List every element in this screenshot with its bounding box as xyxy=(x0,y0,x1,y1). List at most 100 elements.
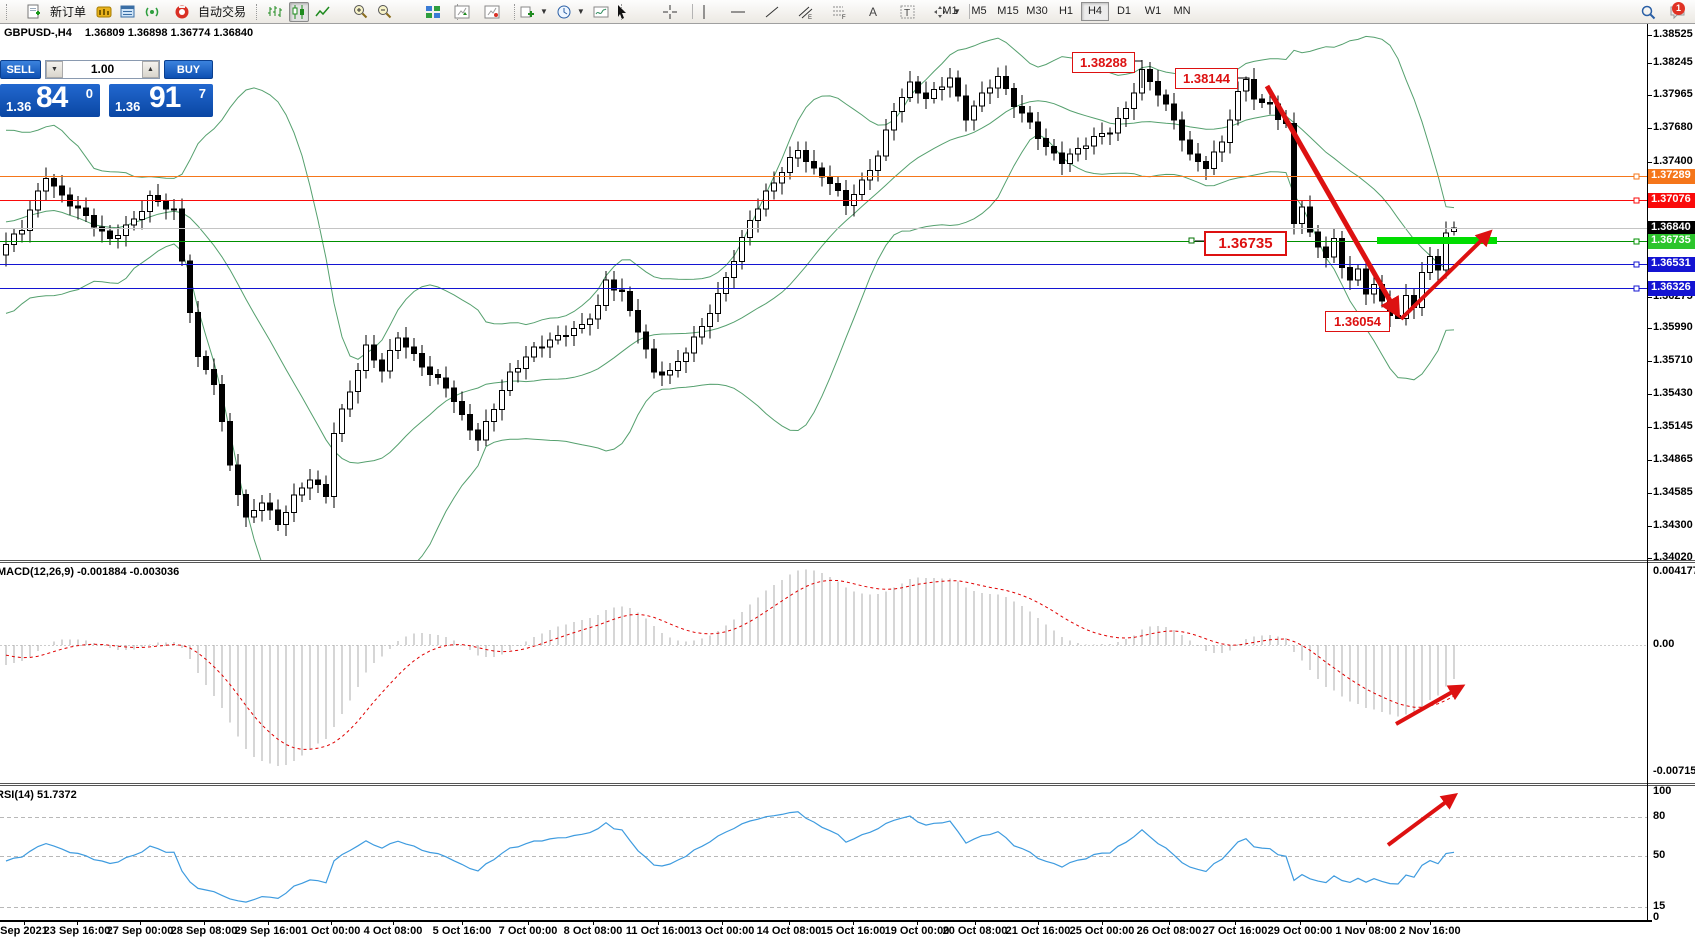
tf-button-m5[interactable]: M5 xyxy=(971,5,987,17)
candle-bull[interactable] xyxy=(555,335,561,341)
new-order-button[interactable]: 新订单 xyxy=(16,1,92,22)
candle-bear[interactable] xyxy=(1315,231,1321,248)
candle-bull[interactable] xyxy=(307,479,313,489)
candle-bull[interactable] xyxy=(387,349,393,372)
candle-bear[interactable] xyxy=(275,509,281,526)
annotation-price-label[interactable]: 1.36735 xyxy=(1204,231,1287,256)
candle-bear[interactable] xyxy=(1027,112,1033,123)
candle-bull[interactable] xyxy=(715,292,721,314)
candle-bull[interactable] xyxy=(531,346,537,358)
crosshair-icon[interactable] xyxy=(660,2,680,22)
candle-bear[interactable] xyxy=(219,383,225,422)
candle-bear[interactable] xyxy=(955,77,961,97)
candle-bear[interactable] xyxy=(1171,103,1177,121)
candle-bull[interactable] xyxy=(699,326,705,338)
candle-bull[interactable] xyxy=(867,170,873,181)
line-handle[interactable] xyxy=(1633,173,1640,180)
candle-bull[interactable] xyxy=(771,182,777,192)
charts-icon[interactable] xyxy=(94,2,114,22)
annotation-anchor-square[interactable] xyxy=(1188,237,1195,244)
candle-bear[interactable] xyxy=(267,502,273,511)
candle-bull[interactable] xyxy=(587,318,593,326)
volume-up-icon[interactable]: ▲ xyxy=(142,61,159,78)
bid-price-box[interactable]: 1.36 84 0 xyxy=(0,81,100,117)
candle-bull[interactable] xyxy=(171,208,177,211)
candle-bear[interactable] xyxy=(83,207,89,216)
volume-stepper[interactable]: ▼ 1.00 ▲ xyxy=(45,60,160,79)
candle-bull[interactable] xyxy=(779,172,785,184)
buy-button[interactable]: BUY xyxy=(164,60,213,79)
candle-bull[interactable] xyxy=(1243,78,1249,92)
line-handle[interactable] xyxy=(1633,238,1640,245)
candle-bull[interactable] xyxy=(1331,238,1337,258)
candle-bull[interactable] xyxy=(27,209,33,232)
candle-bear[interactable] xyxy=(1267,102,1273,105)
candle-bear[interactable] xyxy=(1195,153,1201,163)
candle-bear[interactable] xyxy=(1035,121,1041,139)
candle-bear[interactable] xyxy=(411,346,417,355)
channel-tool-icon[interactable]: E xyxy=(796,2,816,22)
candle-bear[interactable] xyxy=(1347,266,1353,281)
candle-bull[interactable] xyxy=(859,179,865,195)
candle-bear[interactable] xyxy=(475,429,481,441)
horizontal-lines-layer[interactable] xyxy=(0,173,1647,292)
candle-bear[interactable] xyxy=(211,369,217,385)
line-chart-icon[interactable] xyxy=(313,2,333,22)
candle-bull[interactable] xyxy=(595,304,601,320)
candle-bull[interactable] xyxy=(363,344,369,371)
candle-bear[interactable] xyxy=(1203,161,1209,170)
candle-bull[interactable] xyxy=(1419,272,1425,308)
annotation-price-label[interactable]: 1.38144 xyxy=(1175,68,1238,89)
candle-bull[interactable] xyxy=(1099,132,1105,137)
candle-bear[interactable] xyxy=(235,464,241,496)
cursor-icon[interactable] xyxy=(612,2,632,22)
candle-bear[interactable] xyxy=(923,92,929,99)
tf-button-m30[interactable]: M30 xyxy=(1026,5,1048,17)
candle-bull[interactable] xyxy=(731,261,737,279)
candle-bear[interactable] xyxy=(1179,119,1185,141)
candle-bull[interactable] xyxy=(787,157,793,173)
zoom-in-icon[interactable] xyxy=(351,2,371,22)
candle-bear[interactable] xyxy=(75,205,81,209)
candle-bear[interactable] xyxy=(1291,123,1297,225)
zoom-out-icon[interactable] xyxy=(375,2,395,22)
candle-bear[interactable] xyxy=(1147,69,1153,83)
candle-bull[interactable] xyxy=(571,327,577,337)
candle-bear[interactable] xyxy=(419,353,425,368)
candle-bear[interactable] xyxy=(1435,256,1441,271)
candle-bear[interactable] xyxy=(203,356,209,370)
candle-bear[interactable] xyxy=(1051,146,1057,154)
candle-bull[interactable] xyxy=(907,81,913,98)
candle-bear[interactable] xyxy=(155,195,161,202)
trendline-tool-icon[interactable] xyxy=(762,2,782,22)
candle-bear[interactable] xyxy=(843,189,849,206)
candle-bear[interactable] xyxy=(227,420,233,466)
search-icon[interactable] xyxy=(1638,2,1658,22)
candle-bull[interactable] xyxy=(123,224,129,236)
candle-bear[interactable] xyxy=(1163,94,1169,105)
candle-bull[interactable] xyxy=(947,77,953,88)
candle-bear[interactable] xyxy=(659,371,665,376)
candle-bull[interactable] xyxy=(291,494,297,514)
text-label-tool-icon[interactable]: T xyxy=(898,2,918,22)
period-clock-icon[interactable] xyxy=(554,2,574,22)
candle-bear[interactable] xyxy=(51,178,57,187)
candle-bull[interactable] xyxy=(515,368,521,373)
candle-bull[interactable] xyxy=(1211,151,1217,170)
candle-bull[interactable] xyxy=(1219,141,1225,153)
candle-bull[interactable] xyxy=(931,88,937,100)
tf-button-w1[interactable]: W1 xyxy=(1144,5,1162,17)
tf-button-d1[interactable]: D1 xyxy=(1116,5,1132,17)
candle-bull[interactable] xyxy=(891,111,897,131)
candle-bull[interactable] xyxy=(995,76,1001,89)
tf-button-mn[interactable]: MN xyxy=(1173,5,1191,17)
trend-arrow-price[interactable] xyxy=(1399,229,1493,321)
candle-bull[interactable] xyxy=(1115,117,1121,134)
candle-bull[interactable] xyxy=(683,352,689,362)
candle-bull[interactable] xyxy=(355,369,361,393)
candle-bear[interactable] xyxy=(323,483,329,497)
candle-bull[interactable] xyxy=(1091,135,1097,147)
candle-bear[interactable] xyxy=(1251,78,1257,100)
candle-bull[interactable] xyxy=(251,509,257,518)
candle-bear[interactable] xyxy=(1059,152,1065,165)
